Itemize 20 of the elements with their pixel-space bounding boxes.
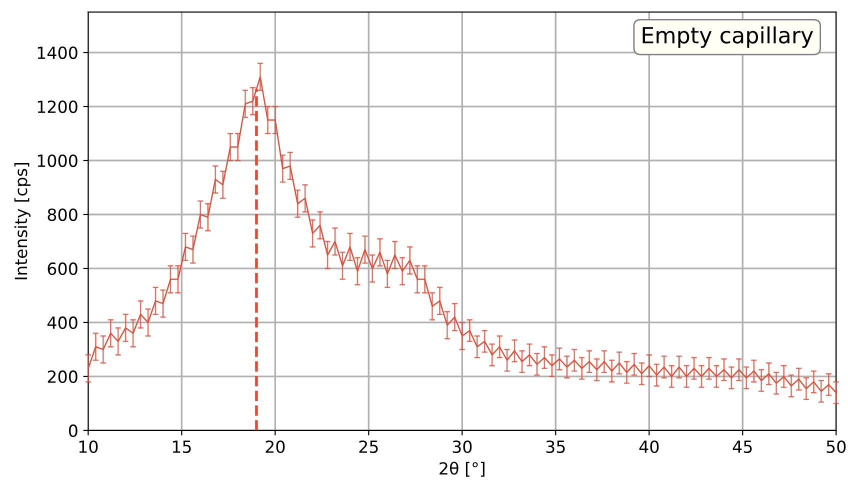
x-tick-label: 15 (172, 440, 191, 454)
y-tick-label: 200 (48, 370, 78, 384)
x-tick-label: 45 (732, 440, 752, 454)
y-tick-label: 0 (68, 424, 78, 437)
y-tick-label: 1200 (38, 100, 78, 114)
y-tick-label: 800 (48, 208, 78, 222)
x-tick-label: 10 (79, 440, 98, 454)
y-tick-label: 1000 (38, 154, 78, 168)
x-tick-label: 20 (266, 440, 285, 454)
annotation: Empty capillary (642, 26, 814, 48)
y-tick-label: 1400 (38, 46, 78, 60)
x-tick-label: 50 (826, 440, 846, 454)
x-tick-label: 35 (546, 440, 565, 454)
y-axis-title: Intensity [cps] (14, 163, 30, 280)
x-tick-label: 40 (639, 440, 659, 454)
x-axis-title: 2θ [°] (440, 462, 484, 477)
x-tick-label: 30 (452, 440, 472, 454)
x-tick-label: 25 (359, 440, 378, 454)
y-tick-label: 600 (48, 262, 78, 276)
y-tick-label: 400 (47, 316, 78, 330)
